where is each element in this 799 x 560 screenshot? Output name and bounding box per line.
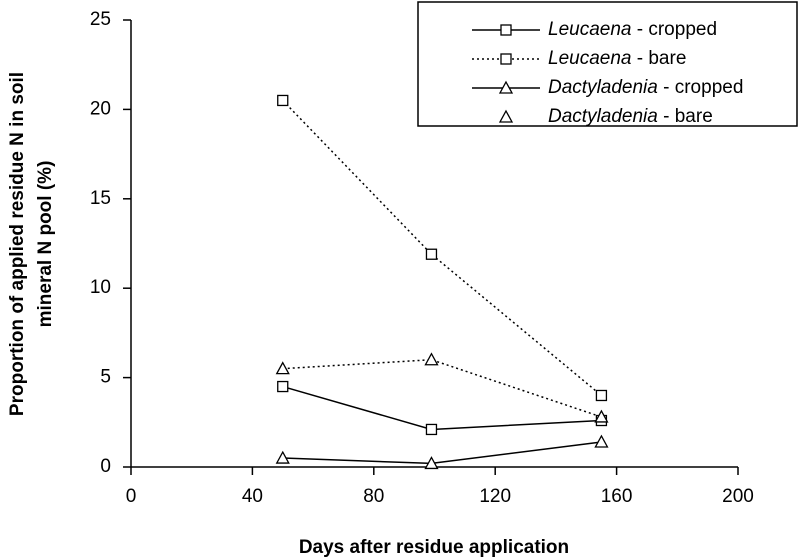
marker: [275, 450, 290, 464]
marker: [594, 409, 609, 423]
y-tick-label: 5: [100, 367, 111, 388]
legend-marker: [498, 80, 514, 94]
series-line: [282, 385, 602, 431]
marker: [425, 248, 438, 260]
x-tick-label: 160: [601, 486, 633, 507]
legend-label: Leucaena - cropped: [548, 19, 717, 40]
legend-box: [417, 1, 798, 127]
x-axis-label: Days after residue application: [299, 537, 569, 558]
x-tick-label: 0: [126, 486, 137, 507]
marker: [275, 361, 290, 375]
legend-label: Dactyladenia - cropped: [548, 77, 743, 98]
marker: [594, 434, 609, 448]
x-tick-label: 40: [242, 486, 263, 507]
legend-label: Dactyladenia - bare: [548, 106, 713, 127]
x-tick-label: 120: [479, 486, 511, 507]
x-tick-label: 80: [363, 486, 384, 507]
marker: [424, 456, 439, 470]
legend-marker: [500, 53, 512, 65]
legend-label: Leucaena - bare: [548, 48, 686, 69]
y-tick-label: 0: [100, 456, 111, 477]
series-line: [282, 358, 602, 418]
marker: [277, 380, 289, 393]
legend-marker: [498, 109, 514, 123]
y-tick-label: 15: [90, 188, 111, 209]
marker: [277, 94, 289, 107]
marker: [595, 389, 608, 402]
y-tick-label: 25: [90, 9, 111, 30]
marker: [425, 423, 438, 436]
y-tick-label: 10: [90, 277, 111, 298]
x-tick-label: 200: [722, 486, 754, 507]
y-axis-label: Proportion of applied residue N in soil: [7, 72, 28, 416]
marker: [424, 352, 439, 366]
series-line: [282, 99, 602, 397]
y-tick-label: 20: [90, 98, 111, 119]
series-line: [282, 441, 602, 465]
legend-marker: [500, 24, 512, 36]
y-axis-label: mineral N pool (%): [35, 161, 56, 328]
